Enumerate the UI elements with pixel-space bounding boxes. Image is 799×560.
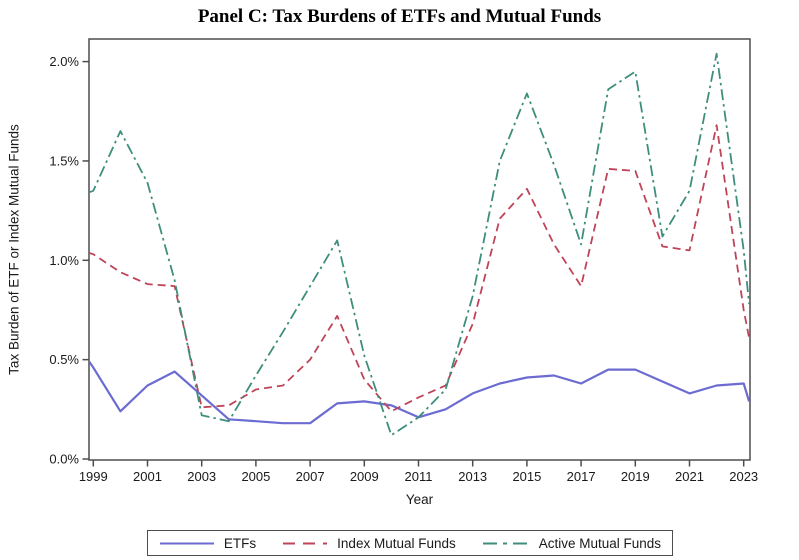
x-tick-label: 1999: [79, 469, 108, 484]
legend-label-active-mutual-funds: Active Mutual Funds: [538, 535, 662, 551]
legend-entry-index-mutual-funds: Index Mutual Funds: [282, 536, 456, 551]
x-tick-label: 2023: [729, 469, 758, 484]
legend-entry-active-mutual-funds: Active Mutual Funds: [482, 536, 661, 551]
x-tick-label: 2015: [512, 469, 541, 484]
plot-frame: [88, 38, 751, 461]
chart-title: Panel C: Tax Burdens of ETFs and Mutual …: [197, 6, 602, 27]
legend-entry-etfs: ETFs: [159, 536, 256, 551]
x-tick-label: 2003: [187, 469, 216, 484]
x-tick-label: 2011: [405, 469, 433, 484]
x-axis-title: Year: [405, 492, 434, 507]
legend-line-sample-index-mutual-funds: [283, 542, 328, 544]
x-tick-label: 2007: [296, 469, 325, 484]
y-tick-label: 0.0%: [49, 452, 79, 467]
x-tick-label: 2001: [133, 469, 162, 484]
y-tick-label: 1.0%: [49, 253, 79, 268]
x-tick-label: 2021: [675, 469, 704, 484]
legend-line-sample-etfs: [159, 542, 214, 544]
x-tick-label: 2005: [241, 469, 270, 484]
y-tick-label: 1.5%: [49, 153, 79, 168]
y-tick-label: 0.5%: [49, 352, 79, 367]
series-line-etfs: [89, 359, 750, 425]
x-tick-label: 2019: [621, 469, 650, 484]
legend-label-etfs: ETFs: [223, 535, 257, 551]
x-tick-label: 2013: [458, 469, 487, 484]
plot-area: 0.0% 0.5% 1.0% 1.5% 2.0% 1999 2001 2003 2005 2007…: [49, 38, 758, 484]
y-tick-label: 2.0%: [49, 54, 79, 69]
legend-line-sample-active-mutual-funds: [482, 542, 529, 544]
x-tick-label: 2017: [567, 469, 596, 484]
series-line-active-mutual-funds: [89, 52, 750, 437]
series-line-index-mutual-funds: [89, 124, 750, 413]
legend-label-index-mutual-funds: Index Mutual Funds: [337, 535, 456, 551]
x-tick-label: 2009: [350, 469, 379, 484]
legend: ETFs Index Mutual Funds Active Mutual Fu…: [147, 530, 673, 556]
